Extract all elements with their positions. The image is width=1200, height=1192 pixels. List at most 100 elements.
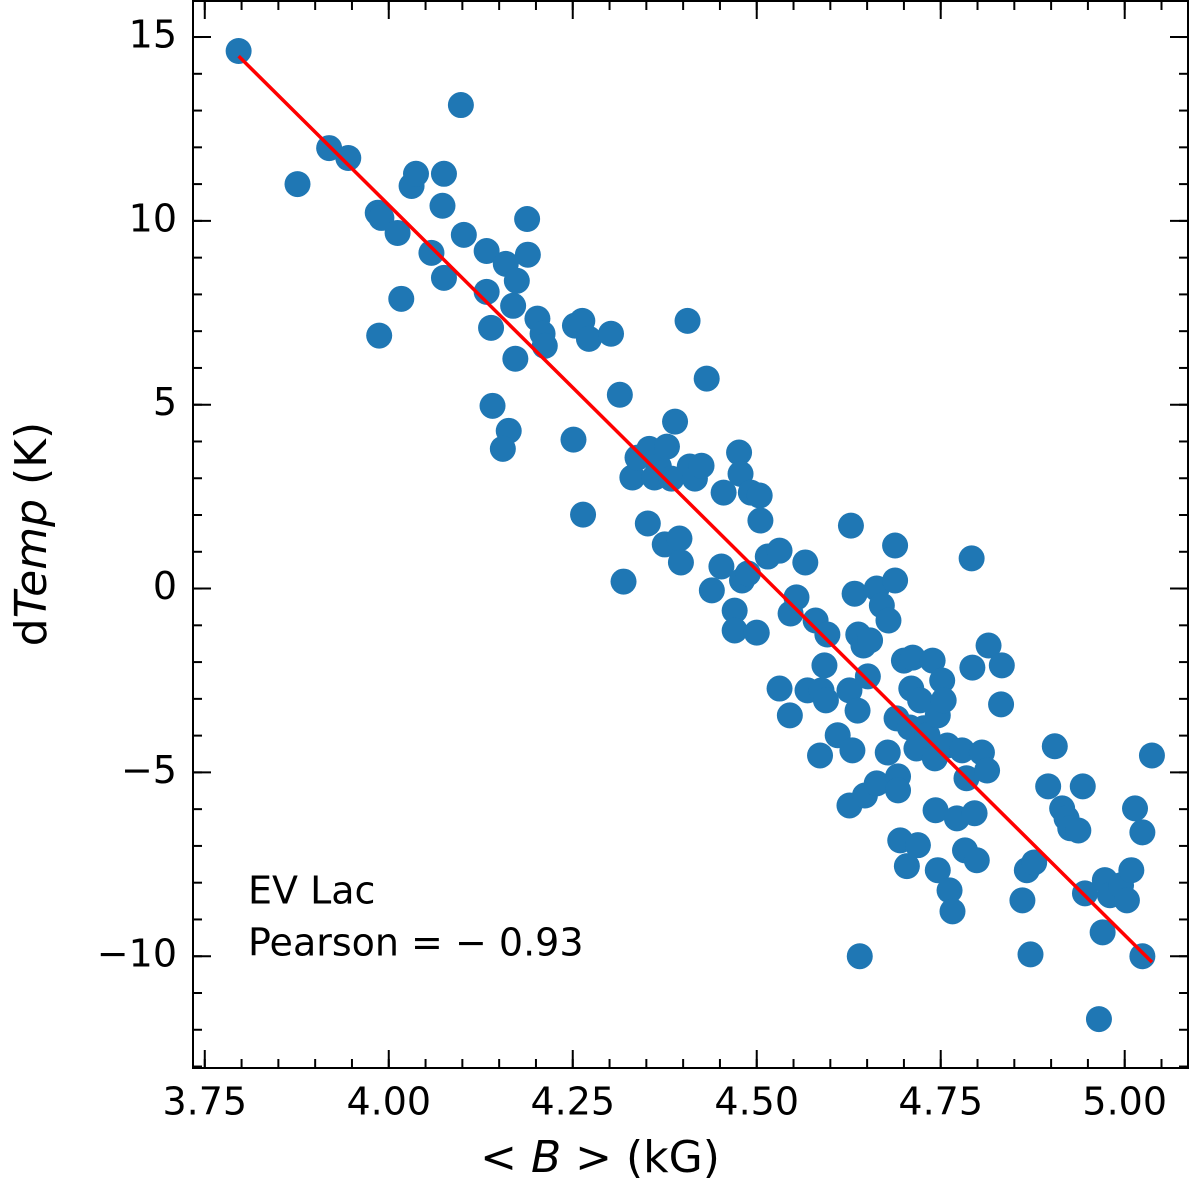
- point: [1113, 887, 1140, 914]
- point: [1041, 733, 1068, 760]
- x-tick-label: 3.75: [162, 1080, 247, 1124]
- point: [388, 285, 415, 312]
- point: [693, 365, 720, 392]
- point: [502, 345, 529, 372]
- point: [479, 392, 506, 419]
- x-tick-label: 4.75: [898, 1080, 983, 1124]
- point: [478, 314, 505, 341]
- point: [335, 144, 362, 171]
- point: [662, 408, 689, 435]
- point: [384, 220, 411, 247]
- point: [575, 325, 602, 352]
- point: [366, 322, 393, 349]
- point: [844, 697, 871, 724]
- point: [284, 171, 311, 198]
- x-axis-label: < B > (kG): [480, 1132, 720, 1183]
- point: [846, 943, 873, 970]
- point: [841, 580, 868, 607]
- point: [904, 832, 931, 859]
- y-tick-label: −5: [121, 748, 177, 792]
- point: [882, 532, 909, 559]
- point: [1069, 773, 1096, 800]
- point: [429, 192, 456, 219]
- point: [899, 644, 926, 671]
- point: [514, 241, 541, 268]
- point: [837, 512, 864, 539]
- point: [489, 435, 516, 462]
- point: [710, 479, 737, 506]
- point: [907, 687, 934, 714]
- point: [963, 847, 990, 874]
- point: [959, 654, 986, 681]
- point: [721, 597, 748, 624]
- point: [814, 621, 841, 648]
- point: [783, 584, 810, 611]
- point: [914, 722, 941, 749]
- point: [929, 667, 956, 694]
- point: [619, 464, 646, 491]
- point: [882, 567, 909, 594]
- point: [919, 647, 946, 674]
- point: [949, 737, 976, 764]
- point: [418, 239, 445, 266]
- annotation: EV Lac: [248, 869, 375, 913]
- point: [836, 677, 863, 704]
- point: [1035, 773, 1062, 800]
- point: [514, 206, 541, 233]
- point: [936, 877, 963, 904]
- point: [766, 675, 793, 702]
- point: [975, 632, 1002, 659]
- point: [766, 537, 793, 564]
- point: [863, 770, 890, 797]
- point: [1021, 849, 1048, 876]
- point: [958, 545, 985, 572]
- point: [610, 568, 637, 595]
- y-tick-label: −10: [97, 932, 177, 976]
- point: [430, 160, 457, 187]
- point: [1089, 919, 1116, 946]
- point: [500, 292, 527, 319]
- point: [570, 501, 597, 528]
- x-tick-label: 4.50: [714, 1080, 799, 1124]
- annotation: Pearson = − 0.93: [248, 921, 584, 965]
- y-tick-label: 0: [153, 564, 177, 608]
- plot-frame: [192, 0, 1189, 1069]
- point: [1129, 943, 1156, 970]
- point: [939, 898, 966, 925]
- y-tick-label: 15: [129, 13, 177, 57]
- x-tick-label: 4.25: [530, 1080, 615, 1124]
- point: [811, 652, 838, 679]
- point: [922, 797, 949, 824]
- point: [988, 691, 1015, 718]
- point: [743, 619, 770, 646]
- point: [667, 549, 694, 576]
- point: [708, 553, 735, 580]
- y-tick-label: 10: [129, 196, 177, 240]
- point: [875, 607, 902, 634]
- point: [893, 853, 920, 880]
- point: [473, 238, 500, 265]
- point: [674, 307, 701, 334]
- point: [598, 320, 625, 347]
- point: [698, 577, 725, 604]
- point: [988, 652, 1015, 679]
- point: [1017, 941, 1044, 968]
- x-tick-label: 5.00: [1082, 1080, 1167, 1124]
- point: [1065, 817, 1092, 844]
- point: [1138, 742, 1165, 769]
- fit-line: [237, 54, 1154, 964]
- point: [776, 702, 803, 729]
- x-tick-label: 4.00: [346, 1080, 431, 1124]
- point: [531, 332, 558, 359]
- point: [225, 38, 252, 65]
- point: [721, 617, 748, 644]
- point: [807, 742, 834, 769]
- point: [688, 452, 715, 479]
- point: [634, 510, 661, 537]
- point: [1009, 887, 1036, 914]
- point: [854, 663, 881, 690]
- point: [930, 687, 957, 714]
- y-tick-label: 5: [153, 380, 177, 424]
- point: [430, 264, 457, 291]
